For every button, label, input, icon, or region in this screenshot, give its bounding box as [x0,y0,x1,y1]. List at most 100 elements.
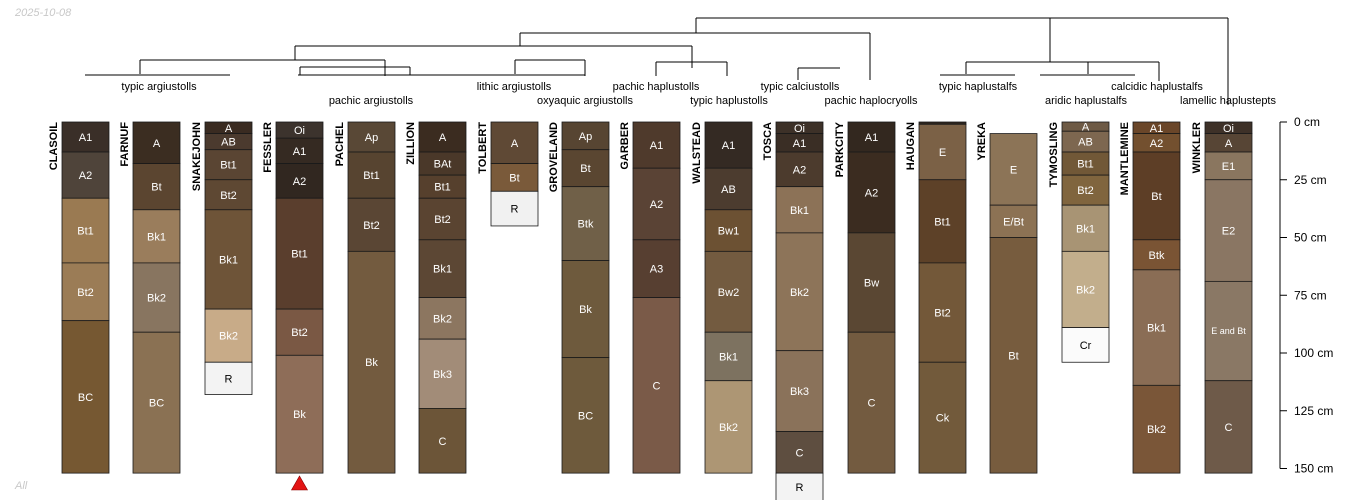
horizon-label: BC [149,398,164,410]
horizon-label: Btk [578,219,594,231]
horizon-snakejohn-6 [204,361,253,395]
horizon-garber-0 [632,121,681,169]
horizon-label: A2 [793,164,806,176]
taxon-label-t5: pachic haplustolls [613,81,700,93]
taxon-labels: typic argiustolls pachic argiustolls lithi… [121,81,1276,107]
profile-clasoil: A1 A2 Bt1 Bt2 BC CLASOIL [48,121,110,474]
axis-tick-label: 50 cm [1294,231,1327,245]
horizon-label: Bt [509,172,519,184]
horizon-label: C [439,436,447,448]
horizon-snakejohn-5 [204,308,253,363]
horizon-label: C [868,398,876,410]
profile-name: SNAKEJOHN [191,122,203,191]
profile-tymosling: A AB Bt1 Bt2 Bk1 Bk2 Cr TYMOSLING [1048,121,1110,363]
profile-pachel: Ap Bt1 Bt2 Bk PACHEL [334,121,396,474]
horizon-fessler-4 [275,308,324,356]
horizon-label: A [1225,138,1233,150]
profile-name: YREKA [976,122,988,161]
horizon-label: Bk1 [719,351,738,363]
taxon-label-t9: typic haplustalfs [939,81,1018,93]
horizon-label: Bk [579,304,592,316]
taxon-label-t2: pachic argiustolls [329,95,414,107]
horizon-tolbert-2 [490,190,539,227]
horizon-walstead-4 [704,331,753,382]
horizon-label: A2 [293,176,306,188]
horizon-label: R [225,373,233,385]
profiles: A1 A2 Bt1 Bt2 BC CLASOIL A Bt Bk1 Bk2 BC FARNUF A AB B… [48,121,1253,500]
horizon-label: R [511,204,519,216]
horizon-label: Bt2 [434,214,451,226]
horizon-pachel-3 [347,250,396,474]
taxon-label-t1: typic argiustolls [121,81,197,93]
profile-name: TOLBERT [477,122,489,174]
horizon-label: Bt [151,182,161,194]
horizon-label: A2 [1150,138,1163,150]
horizon-winkler-2 [1204,151,1253,181]
horizon-label: Bw [864,278,879,290]
horizon-label: Bk3 [790,386,809,398]
horizon-label: A2 [865,187,878,199]
horizon-label: Bt1 [934,216,951,228]
horizon-label: Bt2 [220,190,237,202]
horizon-label: A [225,123,233,135]
depth-marker-icon [290,475,309,491]
horizon-label: Bk1 [790,205,809,217]
horizon-label: Bk1 [219,254,238,266]
horizon-label: A1 [293,146,306,158]
horizon-label: Bk2 [1147,424,1166,436]
horizon-groveland-1 [561,149,610,188]
horizon-zillion-3 [418,197,467,241]
horizon-pachel-1 [347,151,396,199]
horizon-label: A1 [1150,123,1163,135]
profile-name: WINKLER [1191,122,1203,173]
horizon-label: C [653,380,661,392]
horizon-label: Bt [580,163,590,175]
horizon-yreka-1 [989,204,1038,238]
horizon-label: Bk2 [219,331,238,343]
taxon-label-t3: lithic argiustolls [477,81,552,93]
horizon-walstead-5 [704,380,753,474]
taxon-label-t4: oxyaquic argiustolls [537,95,633,107]
horizon-label: A3 [650,264,663,276]
horizon-label: Bt1 [291,249,308,261]
horizon-label: A [511,138,519,150]
horizon-parkcity-2 [847,232,896,333]
horizon-label: Bt1 [77,226,94,238]
horizon-yreka-0 [989,133,1038,206]
horizon-label: Bk2 [790,287,809,299]
horizon-mantlemine-4 [1132,269,1181,386]
horizon-walstead-1 [704,167,753,211]
horizon-walstead-0 [704,121,753,169]
horizon-label: Bk1 [433,264,452,276]
horizon-farnuf-3 [132,262,181,333]
horizon-label: Oi [294,125,305,137]
horizon-label: Bt1 [363,170,380,182]
horizon-label: E1 [1222,161,1235,173]
horizon-label: Bt [1008,350,1018,362]
horizon-label: Btk [1149,250,1165,262]
taxon-label-t11: calcidic haplustalfs [1111,81,1203,93]
horizon-zillion-4 [418,239,467,298]
dendrogram [85,17,1229,105]
profile-tolbert: A Bt R TOLBERT [477,121,539,227]
profile-name: HAUGAN [905,122,917,170]
date-stamp: 2025-10-08 [15,7,72,19]
profile-name: PACHEL [334,122,346,167]
profile-haugan: E Bt1 Bt2 Ck HAUGAN [905,121,967,474]
horizon-pachel-0 [347,121,396,153]
horizon-label: Bw2 [718,287,739,299]
horizon-clasoil-3 [61,262,110,322]
horizon-label: Bk1 [1076,223,1095,235]
profile-snakejohn: A AB Bt1 Bt2 Bk1 Bk2 R SNAKEJOHN [191,121,253,395]
horizon-clasoil-0 [61,121,110,153]
horizon-label: Bk1 [1147,323,1166,335]
horizon-label: Bt2 [291,327,308,339]
horizon-clasoil-4 [61,320,110,474]
horizon-label: Bt2 [77,287,94,299]
footer-label: All [15,480,28,492]
horizon-tosca-3 [775,186,824,234]
profile-walstead: A1 AB Bw1 Bw2 Bk1 Bk2 WALSTEAD [691,121,753,474]
horizon-label: E [1010,164,1017,176]
horizon-label: Oi [1223,123,1234,135]
